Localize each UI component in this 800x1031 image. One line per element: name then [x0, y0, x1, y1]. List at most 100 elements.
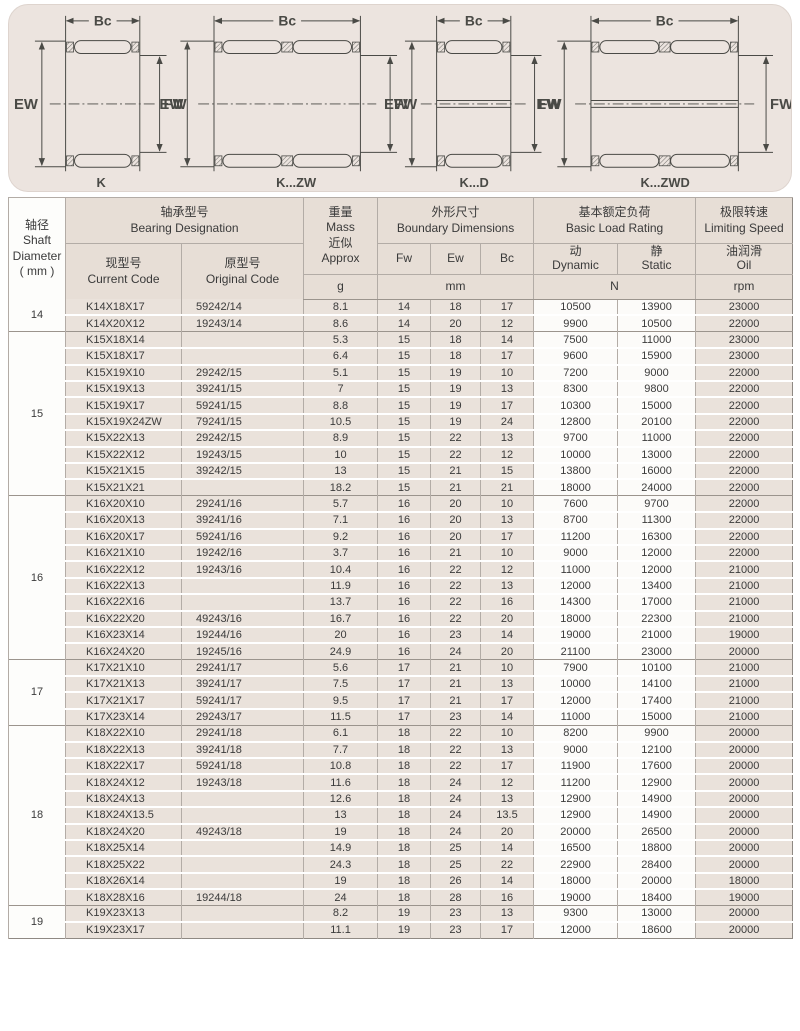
- current-code-cell: K18X24X12: [65, 773, 182, 791]
- fw-cell: 18: [377, 757, 431, 775]
- table-row: K14X20X12 19243/14 8.6 14 20 12 9900 10500 22000: [9, 314, 793, 332]
- bc-cell: 10: [480, 495, 534, 513]
- diagram-type-label: K: [97, 175, 107, 190]
- ew-cell: 18: [430, 331, 481, 349]
- ew-dim-label: EW: [159, 97, 183, 113]
- bc-cell: 20: [480, 642, 534, 660]
- oil-speed-cell: 23000: [695, 299, 793, 316]
- original-code-cell: [180, 789, 304, 808]
- ew-cell: 24: [430, 806, 481, 824]
- bc-cell: 14: [480, 331, 534, 349]
- bc-cell: 17: [480, 299, 534, 316]
- bc-cell: 14: [480, 838, 534, 857]
- ew-cell: 26: [430, 871, 481, 890]
- original-code-cell: [180, 593, 304, 611]
- static-load-cell: 16300: [617, 527, 696, 545]
- mass-cell: 11.9: [303, 576, 378, 595]
- table-row: K18X24X13.5 13 18 24 13.5 12900 14900 20000: [9, 806, 793, 824]
- static-load-cell: 20000: [617, 871, 696, 890]
- bc-dim-label: Bc: [656, 12, 674, 28]
- static-load-cell: 12900: [617, 773, 696, 791]
- fw-cell: 18: [377, 888, 431, 906]
- dynamic-load-cell: 12900: [533, 789, 618, 808]
- current-code-cell: K16X21X10: [65, 543, 182, 562]
- table-row: K15X21X21 18.2 15 21 21 18000 24000 22000: [9, 478, 793, 496]
- ew-cell: 19: [430, 380, 481, 398]
- current-code-cell: K18X24X13: [65, 789, 182, 808]
- dynamic-load-cell: 20000: [533, 822, 618, 840]
- mass-cell: 11.1: [303, 920, 378, 939]
- dynamic-load-cell: 7900: [533, 659, 618, 677]
- oil-speed-cell: 22000: [695, 527, 793, 545]
- original-code-cell: 29241/16: [180, 495, 304, 513]
- current-code-cell: K18X22X10: [65, 724, 182, 742]
- mass-cell: 16.7: [303, 609, 378, 627]
- fw-dim-label: FW: [539, 97, 562, 113]
- oil-speed-cell: 22000: [695, 511, 793, 529]
- static-load-cell: 12000: [617, 543, 696, 562]
- bc-cell: 13: [480, 576, 534, 595]
- mass-cell: 24: [303, 888, 378, 906]
- static-load-cell: 13400: [617, 576, 696, 595]
- ew-dim-label: EW: [14, 97, 38, 113]
- table-row: K15X22X12 19243/15 10 15 22 12 10000 13000 22000: [9, 445, 793, 463]
- header-fw: Fw: [377, 243, 431, 275]
- mass-cell: 7.5: [303, 675, 378, 693]
- table-row: K16X22X16 13.7 16 22 16 14300 17000 21000: [9, 593, 793, 611]
- bc-cell: 10: [480, 724, 534, 742]
- header-unit-g: g: [303, 273, 378, 300]
- fw-cell: 16: [377, 560, 431, 578]
- oil-speed-cell: 20000: [695, 822, 793, 840]
- bc-cell: 12: [480, 445, 534, 463]
- dynamic-load-cell: 19000: [533, 888, 618, 906]
- dynamic-load-cell: 14300: [533, 593, 618, 611]
- mass-cell: 3.7: [303, 543, 378, 562]
- table-row: 19 K19X23X13 8.2 19 23 13 9300 13000 20000: [8, 905, 793, 939]
- oil-speed-cell: 20000: [695, 724, 793, 742]
- bc-cell: 16: [480, 593, 534, 611]
- ew-cell: 23: [430, 625, 481, 644]
- table-row: 18 K18X22X10 29241/18 6.1 18 22 10 8200 9900 2000…: [8, 724, 793, 906]
- mass-cell: 5.7: [303, 495, 378, 513]
- ew-cell: 25: [430, 838, 481, 857]
- dynamic-load-cell: 8200: [533, 724, 618, 742]
- current-code-cell: K16X22X13: [65, 576, 182, 595]
- ew-cell: 22: [430, 724, 481, 742]
- ew-cell: 23: [430, 707, 481, 726]
- mass-cell: 13.7: [303, 593, 378, 611]
- original-code-cell: 19242/16: [180, 543, 304, 562]
- oil-speed-cell: 22000: [695, 543, 793, 562]
- fw-cell: 15: [377, 412, 431, 431]
- bc-cell: 10: [480, 543, 534, 562]
- table-header: 轴径 Shaft Diameter ( mm ) 轴承型号 Bearing De…: [8, 197, 793, 300]
- bc-cell: 10: [480, 659, 534, 677]
- mass-cell: 7.1: [303, 511, 378, 529]
- current-code-cell: K17X23X14: [65, 707, 182, 726]
- header-dynamic: 动 Dynamic: [533, 243, 618, 275]
- fw-cell: 16: [377, 593, 431, 611]
- original-code-cell: [180, 331, 304, 349]
- mass-cell: 13: [303, 461, 378, 480]
- table-row: K16X22X12 19243/16 10.4 16 22 12 11000 12000 210…: [9, 560, 793, 578]
- current-code-cell: K16X20X13: [65, 511, 182, 529]
- original-code-cell: 59242/14: [180, 299, 304, 316]
- current-code-cell: K15X19X10: [65, 363, 182, 382]
- original-code-cell: [180, 905, 304, 922]
- current-code-cell: K18X28X16: [65, 888, 182, 906]
- dynamic-load-cell: 8700: [533, 511, 618, 529]
- oil-speed-cell: 22000: [695, 396, 793, 414]
- original-code-cell: 59241/17: [180, 691, 304, 709]
- mass-cell: 10.8: [303, 757, 378, 775]
- mass-cell: 11.5: [303, 707, 378, 726]
- static-load-cell: 17000: [617, 593, 696, 611]
- static-load-cell: 10100: [617, 659, 696, 677]
- original-code-cell: [180, 920, 304, 939]
- dynamic-load-cell: 9900: [533, 314, 618, 332]
- table-row: K15X19X10 29242/15 5.1 15 19 10 7200 9000 22000: [9, 363, 793, 382]
- table-row: K18X22X13 39241/18 7.7 18 22 13 9000 12100 20000: [9, 740, 793, 759]
- mass-cell: 5.6: [303, 659, 378, 677]
- static-load-cell: 21000: [617, 625, 696, 644]
- mass-cell: 13: [303, 806, 378, 824]
- oil-speed-cell: 20000: [695, 920, 793, 939]
